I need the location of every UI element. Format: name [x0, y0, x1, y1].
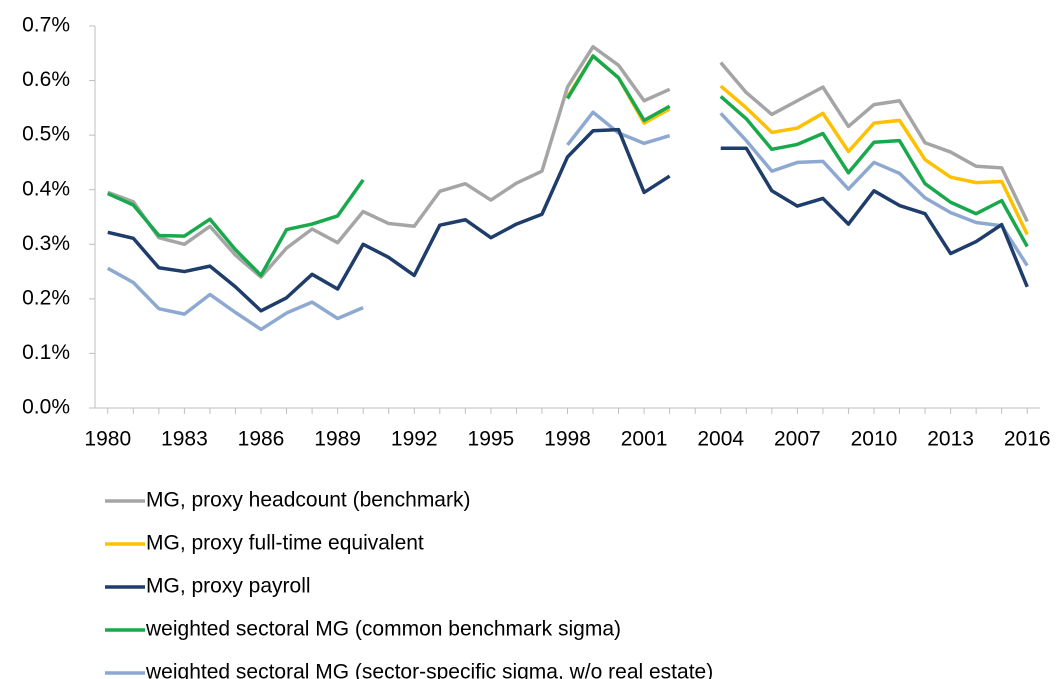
x-tick-label: 2013	[927, 428, 974, 451]
series-line	[107, 54, 1029, 278]
x-tick-label: 2010	[851, 428, 898, 451]
y-tick-label: 0.7%	[22, 14, 70, 37]
series-line	[107, 44, 1029, 279]
legend-label: MG, proxy payroll	[146, 575, 311, 598]
x-tick-label: 1989	[314, 428, 361, 451]
x-tick-label: 1995	[468, 428, 515, 451]
x-tick-label: 1980	[84, 428, 131, 451]
series-line	[107, 127, 1029, 313]
legend-label: weighted sectoral MG (common benchmark s…	[145, 618, 621, 641]
legend-label: MG, proxy full-time equivalent	[146, 532, 424, 555]
x-tick-label: 2007	[774, 428, 821, 451]
y-tick-label: 0.2%	[22, 286, 70, 309]
y-tick-label: 0.5%	[22, 123, 70, 146]
x-tick-label: 1986	[238, 428, 285, 451]
y-tick-label: 0.6%	[22, 68, 70, 91]
legend-label: weighted sectoral MG (sector-specific si…	[145, 661, 713, 679]
legend-label: MG, proxy headcount (benchmark)	[146, 489, 470, 512]
x-tick-label: 1998	[544, 428, 591, 451]
x-tick-label: 2004	[697, 428, 744, 451]
x-tick-label: 1983	[161, 428, 208, 451]
y-tick-label: 0.0%	[22, 396, 70, 419]
y-tick-label: 0.4%	[22, 177, 70, 200]
x-tick-label: 1992	[391, 428, 438, 451]
x-tick-label: 2001	[621, 428, 668, 451]
x-tick-label: 2016	[1004, 428, 1051, 451]
y-tick-label: 0.3%	[22, 232, 70, 255]
y-tick-label: 0.1%	[22, 341, 70, 364]
